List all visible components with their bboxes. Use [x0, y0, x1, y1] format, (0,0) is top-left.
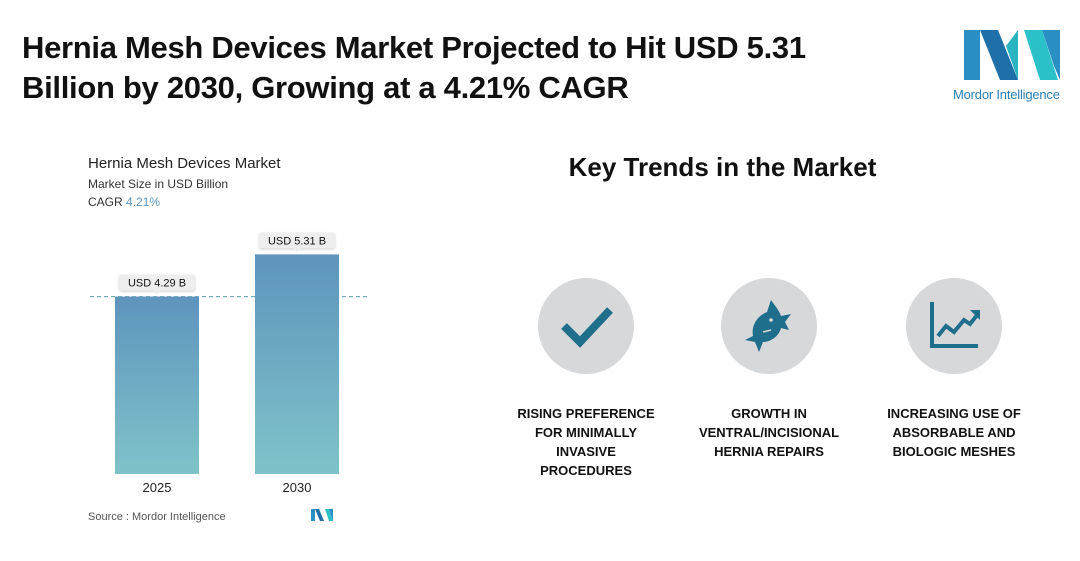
chart-subtitle: Market Size in USD Billion: [88, 177, 229, 191]
checkmark-icon: [561, 307, 613, 348]
cagr-value: 4.21%: [126, 195, 161, 209]
trend-item: INCREASING USE OF ABSORBABLE AND BIOLOGI…: [869, 278, 1039, 461]
trend-label: GROWTH IN VENTRAL/INCISIONAL HERNIA REPA…: [684, 404, 854, 461]
bar-chart: USD 4.29 B 2025 USD 5.31 B 2030: [90, 232, 370, 495]
trend-label-line: PROCEDURES: [540, 463, 632, 478]
brand-name: Mordor Intelligence: [953, 87, 1060, 102]
bar: [115, 296, 199, 474]
source-note: Source : Mordor Intelligence: [88, 511, 226, 523]
chart-title: Hernia Mesh Devices Market: [88, 155, 281, 172]
trend-label-line: INVASIVE: [556, 444, 616, 459]
trends-title: Key Trends in the Market: [568, 152, 877, 182]
trend-label-line: RISING PREFERENCE: [517, 406, 655, 421]
data-label-box: [259, 232, 335, 249]
mordor-logo-icon: [958, 26, 1078, 106]
trend-label-line: GROWTH IN: [731, 406, 807, 421]
trend-label-line: HERNIA REPAIRS: [714, 444, 824, 459]
trend-label-line: ABSORBABLE AND: [892, 425, 1016, 440]
cagr-row: CAGR 4.21%: [88, 195, 160, 209]
line-chart-icon: [930, 302, 980, 348]
trend-icon-circle: [721, 278, 817, 374]
page-headline: Hernia Mesh Devices Market Projected to …: [22, 28, 902, 108]
data-label-pointer: [153, 290, 161, 295]
trend-icon-circle: [906, 278, 1002, 374]
trend-label-line: BIOLOGIC MESHES: [892, 444, 1016, 459]
mordor-small-logo-icon: [311, 508, 337, 522]
cagr-label: CAGR: [88, 195, 123, 209]
trend-label: RISING PREFERENCE FOR MINIMALLY INVASIVE…: [501, 404, 671, 480]
headline-line-2: Billion by 2030, Growing at a 4.21% CAGR: [22, 70, 629, 105]
data-label: USD 4.29 B: [128, 278, 186, 290]
trend-item: GROWTH IN VENTRAL/INCISIONAL HERNIA REPA…: [684, 278, 854, 461]
trend-icon-circle: [538, 278, 634, 374]
trend-item: RISING PREFERENCE FOR MINIMALLY INVASIVE…: [501, 278, 671, 480]
bar: [255, 254, 339, 474]
x-tick-label: 2025: [143, 480, 172, 495]
trend-label-line: INCREASING USE OF: [887, 406, 1021, 421]
data-label-pointer: [293, 248, 301, 253]
headline-line-1: Hernia Mesh Devices Market Projected to …: [22, 30, 806, 65]
data-label-box: [119, 274, 195, 291]
trend-label-line: FOR MINIMALLY: [534, 425, 638, 440]
trend-label: INCREASING USE OF ABSORBABLE AND BIOLOGI…: [869, 404, 1039, 461]
x-tick-label: 2030: [283, 480, 312, 495]
data-label: USD 5.31 B: [268, 235, 326, 247]
shark-icon: [745, 300, 791, 352]
trend-label-line: VENTRAL/INCISIONAL: [698, 425, 840, 440]
